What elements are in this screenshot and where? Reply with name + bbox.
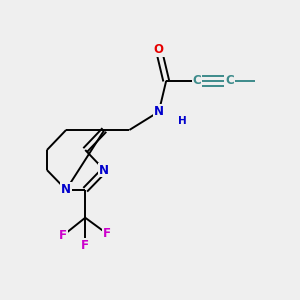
- Text: N: N: [99, 164, 110, 176]
- Text: F: F: [81, 239, 89, 252]
- Text: F: F: [103, 227, 111, 240]
- Text: O: O: [154, 44, 164, 56]
- Text: H: H: [178, 116, 187, 126]
- Text: N: N: [61, 183, 71, 196]
- Text: C: C: [193, 74, 202, 87]
- Text: C: C: [225, 74, 234, 87]
- Text: N: N: [154, 105, 164, 118]
- Text: F: F: [59, 229, 67, 242]
